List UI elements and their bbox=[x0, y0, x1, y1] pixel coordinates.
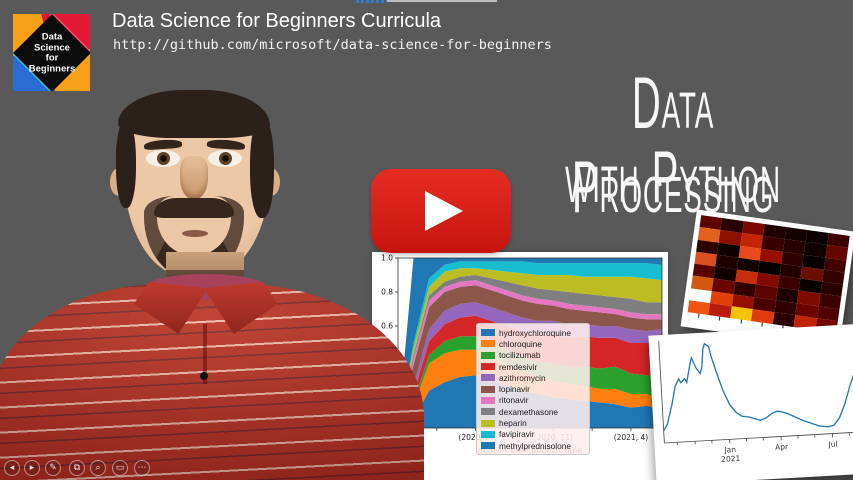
legend-item-remdesivir: remdesivir bbox=[481, 361, 585, 372]
play-icon bbox=[425, 191, 463, 231]
stacked-area-chart-panel: 0.00.20.40.60.81.0(2020, 1)(2020, 6)(202… bbox=[372, 252, 668, 480]
more-options-button[interactable]: ⋯ bbox=[134, 460, 150, 476]
presentation-controls: ◂ ▸ ✎ ⧉ ⌕ ▭ ⋯ bbox=[0, 452, 200, 480]
legend-swatch bbox=[481, 396, 495, 404]
github-url: http://github.com/microsoft/data-science… bbox=[113, 37, 552, 53]
right-iris bbox=[219, 152, 232, 165]
legend-label: remdesivir bbox=[499, 361, 538, 372]
left-eye bbox=[146, 150, 180, 167]
hair-left-side bbox=[116, 120, 136, 208]
shirt-placket bbox=[203, 324, 207, 384]
legend-swatch bbox=[481, 329, 495, 337]
legend-label: tocilizumab bbox=[499, 350, 541, 361]
legend-label: dexamethasone bbox=[499, 406, 559, 417]
legend-swatch bbox=[481, 419, 495, 427]
captions-button[interactable]: ▭ bbox=[112, 460, 128, 476]
zoom-slide-button[interactable]: ⌕ bbox=[90, 460, 106, 476]
legend-label: favipiravir bbox=[499, 429, 535, 440]
hero-title-line2: with Python bbox=[565, 137, 781, 219]
legend-swatch bbox=[481, 442, 495, 450]
legend-label: hydroxychloroquine bbox=[499, 327, 571, 338]
red-striped-polo-shirt bbox=[0, 284, 424, 480]
chart-legend: hydroxychloroquine chloroquine tocilizumab… bbox=[476, 323, 590, 456]
stacked-area-chart: 0.00.20.40.60.81.0(2020, 1)(2020, 6)(202… bbox=[381, 254, 663, 455]
svg-text:2021: 2021 bbox=[721, 454, 741, 464]
legend-swatch bbox=[481, 351, 495, 359]
hairline bbox=[118, 90, 270, 138]
legend-item-chloroquine: chloroquine bbox=[481, 338, 585, 349]
area-band-azithromycin bbox=[398, 302, 662, 428]
legend-label: heparin bbox=[499, 418, 527, 429]
legend-item-dexamethasone: dexamethasone bbox=[481, 406, 585, 417]
area-band-tocilizumab bbox=[398, 336, 662, 428]
svg-text:0.8: 0.8 bbox=[381, 288, 393, 297]
logo-text: Data Science for Beginners bbox=[28, 30, 75, 74]
area-band-remdesivir bbox=[398, 315, 662, 428]
svg-text:Apr: Apr bbox=[775, 442, 789, 452]
area-band-methylprednisolone bbox=[398, 258, 662, 428]
legend-swatch bbox=[481, 374, 495, 382]
legend-swatch bbox=[481, 385, 495, 393]
logo-diamond: Data Science for Beginners bbox=[13, 14, 90, 91]
legend-swatch bbox=[481, 363, 495, 371]
slide-progress-track[interactable] bbox=[387, 0, 497, 2]
slide-progress-dashes[interactable] bbox=[356, 0, 387, 3]
next-slide-button[interactable]: ▸ bbox=[24, 460, 40, 476]
pen-annotate-button[interactable]: ✎ bbox=[45, 460, 61, 476]
course-logo: Data Science for Beginners bbox=[13, 14, 90, 91]
svg-text:0.6: 0.6 bbox=[381, 322, 393, 331]
legend-swatch bbox=[481, 430, 495, 438]
youtube-play-button[interactable] bbox=[371, 169, 511, 253]
legend-label: chloroquine bbox=[499, 338, 542, 349]
svg-text:(2020, 6): (2020, 6) bbox=[458, 433, 493, 442]
legend-label: lopinavir bbox=[499, 384, 530, 395]
right-eye bbox=[208, 150, 242, 167]
area-band-heparin bbox=[398, 268, 662, 428]
see-all-slides-button[interactable]: ⧉ bbox=[69, 460, 85, 476]
svg-text:1.0: 1.0 bbox=[381, 254, 393, 263]
area-band-lopinavir bbox=[398, 285, 662, 428]
legend-label: azithromycin bbox=[499, 372, 546, 383]
legend-swatch bbox=[481, 340, 495, 348]
previous-slide-button[interactable]: ◂ bbox=[4, 460, 20, 476]
legend-item-tocilizumab: tocilizumab bbox=[481, 350, 585, 361]
legend-item-azithromycin: azithromycin bbox=[481, 372, 585, 383]
legend-item-ritonavir: ritonavir bbox=[481, 395, 585, 406]
nose bbox=[180, 156, 208, 200]
legend-item-methylprednisolone: methylprednisolone bbox=[481, 440, 585, 451]
svg-text:Jul: Jul bbox=[827, 439, 838, 449]
legend-item-favipiravir: favipiravir bbox=[481, 429, 585, 440]
mouth bbox=[182, 230, 208, 237]
legend-item-lopinavir: lopinavir bbox=[481, 383, 585, 394]
legend-swatch bbox=[481, 408, 495, 416]
presenter-person bbox=[0, 84, 424, 480]
line-chart-panel: Jan 2021 Apr Jul bbox=[648, 323, 853, 480]
line-series bbox=[663, 342, 853, 432]
hair-right-side bbox=[250, 118, 274, 218]
svg-text:(2021, 4): (2021, 4) bbox=[614, 433, 649, 442]
legend-item-heparin: heparin bbox=[481, 417, 585, 428]
svg-text:Jan: Jan bbox=[723, 445, 736, 455]
left-iris bbox=[157, 152, 170, 165]
video-title: Data Science for Beginners Curricula bbox=[112, 10, 442, 32]
shirt-button bbox=[200, 372, 208, 380]
legend-label: methylprednisolone bbox=[499, 440, 571, 451]
legend-item-hydroxychloroquine: hydroxychloroquine bbox=[481, 327, 585, 338]
legend-label: ritonavir bbox=[499, 395, 529, 406]
mustache bbox=[154, 198, 234, 218]
